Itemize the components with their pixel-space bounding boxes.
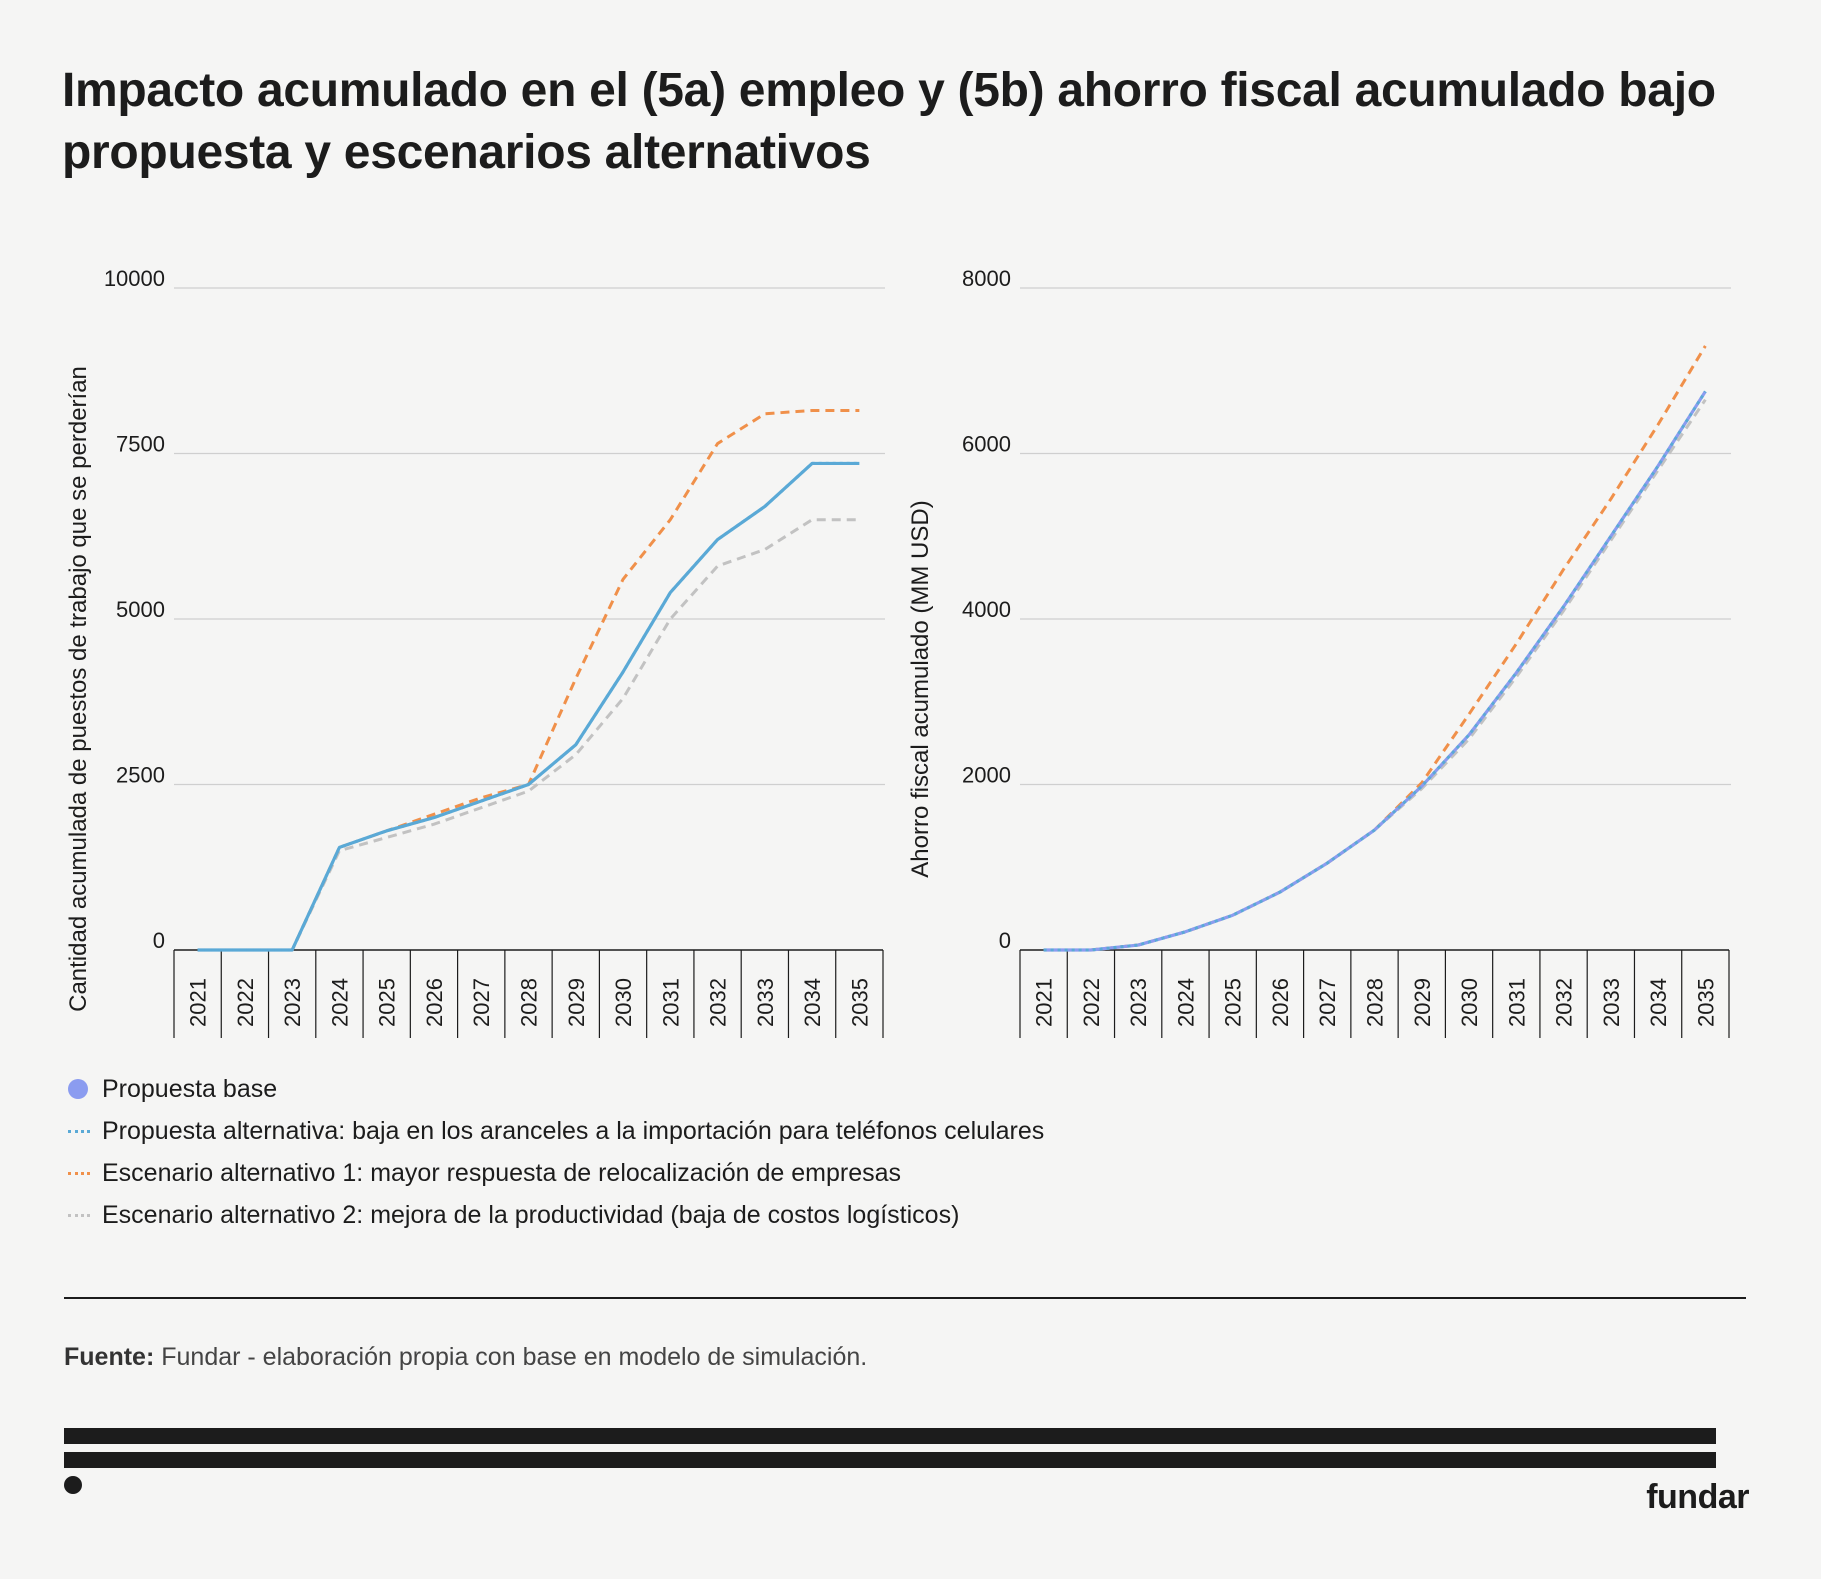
- legend-label-scenario1: Escenario alternativo 1: mayor respuesta…: [102, 1158, 902, 1187]
- series-line-alt-proposal: [1043, 390, 1707, 952]
- legend-swatch-alt-proposal: [68, 1120, 90, 1142]
- x-tick-label: 2027: [1315, 978, 1340, 1027]
- legend-label-alt-proposal: Propuesta alternativa: baja en los aranc…: [102, 1116, 1045, 1145]
- y-tick-label: 0: [153, 928, 165, 953]
- x-tick-label: 2032: [1552, 978, 1577, 1027]
- y-tick-label: 0: [999, 928, 1011, 953]
- y-tick-label: 8000: [962, 266, 1011, 291]
- y-tick-label: 6000: [962, 432, 1011, 457]
- x-tick-label: 2025: [1221, 978, 1246, 1027]
- footer-bar-top: [64, 1428, 1716, 1444]
- x-tick-label: 2033: [1599, 978, 1624, 1027]
- footer-bar-bottom: [64, 1452, 1716, 1468]
- x-tick-label: 2029: [564, 978, 589, 1027]
- x-tick-label: 2028: [517, 978, 542, 1027]
- legend-item-alt-proposal: Propuesta alternativa: baja en los aranc…: [68, 1110, 1044, 1152]
- series-line-scenario1: [197, 408, 860, 952]
- x-tick-label: 2030: [1457, 978, 1482, 1027]
- y-tick-label: 10000: [104, 266, 165, 291]
- series-line-base: [197, 461, 860, 952]
- chart-5a: 0 2500 5000 7500 10000 2021 2022 2023 2024 2025 20…: [65, 266, 885, 1038]
- x-tick-label: 2035: [1693, 978, 1718, 1027]
- y-tick-label: 5000: [116, 597, 165, 622]
- x-tick-label: 2025: [375, 978, 400, 1027]
- series-line-base: [1043, 390, 1707, 952]
- y-tick-label: 2000: [962, 763, 1011, 788]
- legend-item-scenario1: Escenario alternativo 1: mayor respuesta…: [68, 1152, 1044, 1194]
- x-tick-label: 2030: [611, 978, 636, 1027]
- x-tick-label: 2027: [469, 978, 494, 1027]
- x-tick-label: 2024: [1173, 978, 1198, 1027]
- x-tick-label: 2026: [422, 978, 447, 1027]
- legend: Propuesta base Propuesta alternativa: ba…: [68, 1068, 1044, 1236]
- divider: [64, 1297, 1746, 1299]
- series-line-alt-proposal: [197, 461, 860, 952]
- series-line-scenario2: [1043, 398, 1707, 952]
- legend-item-scenario2: Escenario alternativo 2: mejora de la pr…: [68, 1194, 1044, 1236]
- y-tick-label: 2500: [116, 763, 165, 788]
- legend-label-base: Propuesta base: [102, 1074, 278, 1103]
- legend-swatch-base: [68, 1079, 88, 1099]
- legend-item-base: Propuesta base: [68, 1068, 1044, 1110]
- source-text: Fundar - elaboración propia con base en …: [161, 1343, 868, 1371]
- source-label: Fuente:: [64, 1343, 155, 1371]
- x-tick-label: 2034: [800, 978, 825, 1027]
- x-tick-label: 2033: [753, 978, 778, 1027]
- legend-swatch-scenario2: [68, 1204, 90, 1226]
- chart-title: Impacto acumulado en el (5a) empleo y (5…: [62, 64, 1716, 179]
- x-tick-label: 2021: [1032, 978, 1057, 1027]
- y-tick-label: 4000: [962, 597, 1011, 622]
- source-note: Fuente: Fundar - elaboración propia con …: [64, 1343, 867, 1372]
- x-tick-label: 2031: [658, 978, 683, 1027]
- x-tick-label: 2023: [280, 978, 305, 1027]
- y-tick-label: 7500: [116, 432, 165, 457]
- x-tick-label: 2022: [233, 978, 258, 1027]
- x-tick-label: 2022: [1079, 978, 1104, 1027]
- series-line-scenario1: [1043, 345, 1707, 952]
- x-tick-label: 2028: [1363, 978, 1388, 1027]
- y-axis-title: Cantidad acumulada de puestos de trabajo…: [65, 366, 92, 1012]
- x-tick-label: 2034: [1646, 978, 1671, 1027]
- x-tick-label: 2023: [1126, 978, 1151, 1027]
- x-tick-label: 2026: [1268, 978, 1293, 1027]
- x-tick-label: 2035: [847, 978, 872, 1027]
- x-tick-label: 2021: [186, 978, 211, 1027]
- x-tick-label: 2032: [706, 978, 731, 1027]
- series-line-scenario2: [197, 518, 860, 952]
- x-tick-label: 2031: [1504, 978, 1529, 1027]
- brand-dot: [64, 1476, 82, 1494]
- brand-logo: fundar: [1646, 1478, 1749, 1516]
- legend-swatch-scenario1: [68, 1162, 90, 1184]
- x-tick-label: 2024: [327, 978, 352, 1027]
- legend-label-scenario2: Escenario alternativo 2: mejora de la pr…: [102, 1200, 960, 1229]
- chart-5b: 0 2000 4000 6000 8000 2021 2022 2023 2024 2025 202…: [907, 266, 1731, 1038]
- x-tick-label: 2029: [1410, 978, 1435, 1027]
- y-axis-title: Ahorro fiscal acumulado (MM USD): [907, 500, 934, 877]
